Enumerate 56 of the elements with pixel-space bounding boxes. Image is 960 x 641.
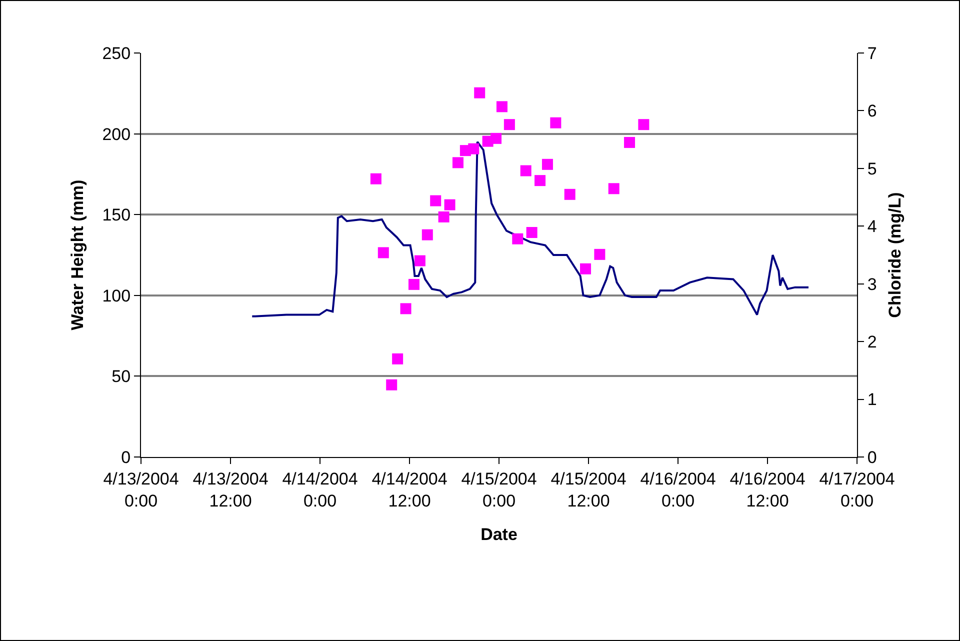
y2-axis-title: Chloride (mg/L) (885, 192, 904, 318)
point (438, 211, 450, 222)
point (430, 195, 442, 206)
y2-tick-label: 0 (867, 448, 877, 467)
point (594, 248, 606, 260)
point (580, 263, 592, 274)
point (550, 117, 562, 128)
y2-tick-label: 6 (867, 102, 877, 121)
point (468, 143, 480, 154)
x-tick-label: 4/16/2004 12:00 (730, 469, 806, 510)
point (534, 175, 546, 186)
y2-tick-label: 4 (867, 217, 877, 236)
y-axis-title: Water Height (mm) (68, 180, 87, 330)
y2-tick-label: 2 (867, 332, 877, 352)
point (542, 158, 553, 170)
x-tick-label: 4/16/2004 0:00 (640, 469, 716, 510)
x-tick-label: 4/15/2004 12:00 (550, 469, 626, 510)
point (408, 278, 420, 290)
point (504, 119, 515, 130)
x-tick-label: 4/13/2004 12:00 (192, 469, 268, 510)
x-axis-title: Date (480, 524, 518, 544)
x-tick-label: 4/14/2004 0:00 (282, 469, 358, 510)
point (422, 229, 433, 240)
point (370, 173, 382, 184)
point (386, 379, 398, 390)
point (638, 119, 650, 130)
y-tick-label: 100 (102, 286, 131, 306)
point (512, 233, 524, 244)
y2-tick-label: 3 (867, 274, 877, 294)
point (490, 132, 502, 144)
point (608, 183, 620, 194)
y2-tick-label: 5 (867, 159, 877, 178)
point (414, 255, 426, 266)
point (564, 188, 576, 200)
point (520, 165, 532, 176)
y2-tick-label: 1 (867, 390, 877, 410)
point (624, 136, 636, 148)
point (378, 247, 389, 258)
x-tick-label: 4/14/2004 12:00 (372, 469, 448, 510)
y-tick-label: 50 (112, 367, 131, 386)
y-tick-label: 0 (121, 448, 131, 467)
y-tick-label: 200 (102, 124, 131, 144)
y-tick-label: 150 (102, 206, 131, 225)
y2-tick-label: 7 (867, 44, 877, 63)
point (526, 226, 538, 238)
x-tick-label: 4/13/2004 0:00 (103, 469, 179, 510)
point (444, 199, 456, 210)
point (474, 87, 486, 98)
line-series (251, 140, 810, 318)
x-tick-label: 4/15/2004 0:00 (461, 469, 537, 510)
point (392, 353, 404, 364)
x-tick-label: 4/17/2004 0:00 (819, 469, 895, 510)
point (496, 101, 508, 112)
point (452, 157, 464, 168)
y-tick-label: 250 (102, 44, 131, 63)
point (400, 303, 412, 314)
